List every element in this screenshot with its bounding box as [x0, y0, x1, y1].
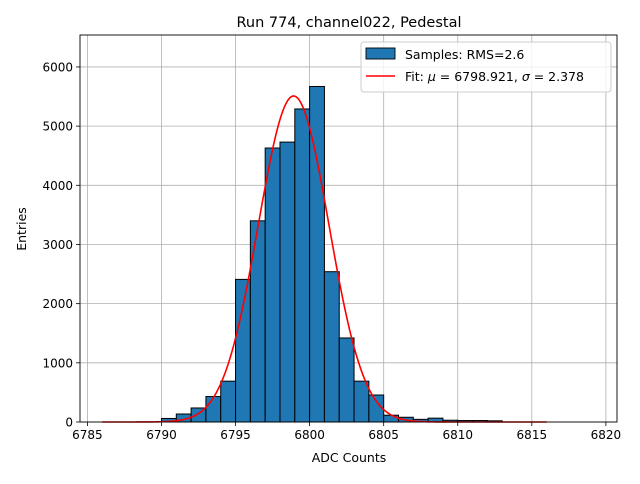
y-tick-label: 2000: [42, 297, 73, 311]
histogram-bar: [383, 414, 399, 423]
grid-lines: [80, 35, 617, 423]
x-axis-ticks: 6785 6790 6795 6800 6805 6810 6815 6820: [72, 422, 621, 442]
legend-fit-label: Fit: μ = 6798.921, σ = 2.378: [405, 69, 584, 84]
histogram-bar: [220, 380, 237, 423]
y-axis-label: Entries: [14, 207, 29, 251]
legend: Samples: RMS=2.6 Fit: μ = 6798.921, σ = …: [360, 41, 612, 93]
x-tick-label: 6805: [368, 428, 399, 442]
y-tick-label: 4000: [42, 179, 73, 193]
histogram-bar: [249, 220, 266, 423]
y-tick-label: 1000: [42, 356, 73, 370]
histogram-bar: [323, 271, 340, 423]
chart-title: Run 774, channel022, Pedestal: [236, 15, 461, 31]
x-axis-label: ADC Counts: [312, 450, 387, 465]
y-tick-label: 3000: [42, 238, 73, 252]
plot-frame: [79, 34, 618, 423]
legend-samples-swatch: [365, 47, 396, 60]
x-tick-label: 6790: [146, 428, 177, 442]
x-tick-label: 6820: [591, 428, 622, 442]
x-tick-label: 6810: [442, 428, 473, 442]
x-tick-label: 6785: [72, 428, 103, 442]
y-axis-ticks: 0 1000 2000 3000 4000 5000 6000: [42, 60, 80, 430]
y-tick-label: 0: [65, 416, 73, 430]
legend-box: [360, 41, 612, 93]
histogram-bar: [338, 337, 355, 423]
histogram-bar: [205, 396, 222, 423]
histogram-bar: [279, 141, 296, 423]
histogram-bar: [353, 380, 370, 423]
x-tick-label: 6800: [294, 428, 325, 442]
histogram-bar: [294, 108, 311, 423]
y-tick-label: 6000: [42, 60, 73, 74]
histogram-bar: [235, 278, 251, 423]
histogram-bars: [160, 85, 503, 423]
y-tick-label: 5000: [42, 120, 73, 134]
legend-samples-label: Samples: RMS=2.6: [405, 47, 524, 62]
x-tick-label: 6795: [220, 428, 251, 442]
x-tick-label: 6815: [517, 428, 548, 442]
histogram-bar: [264, 147, 281, 423]
